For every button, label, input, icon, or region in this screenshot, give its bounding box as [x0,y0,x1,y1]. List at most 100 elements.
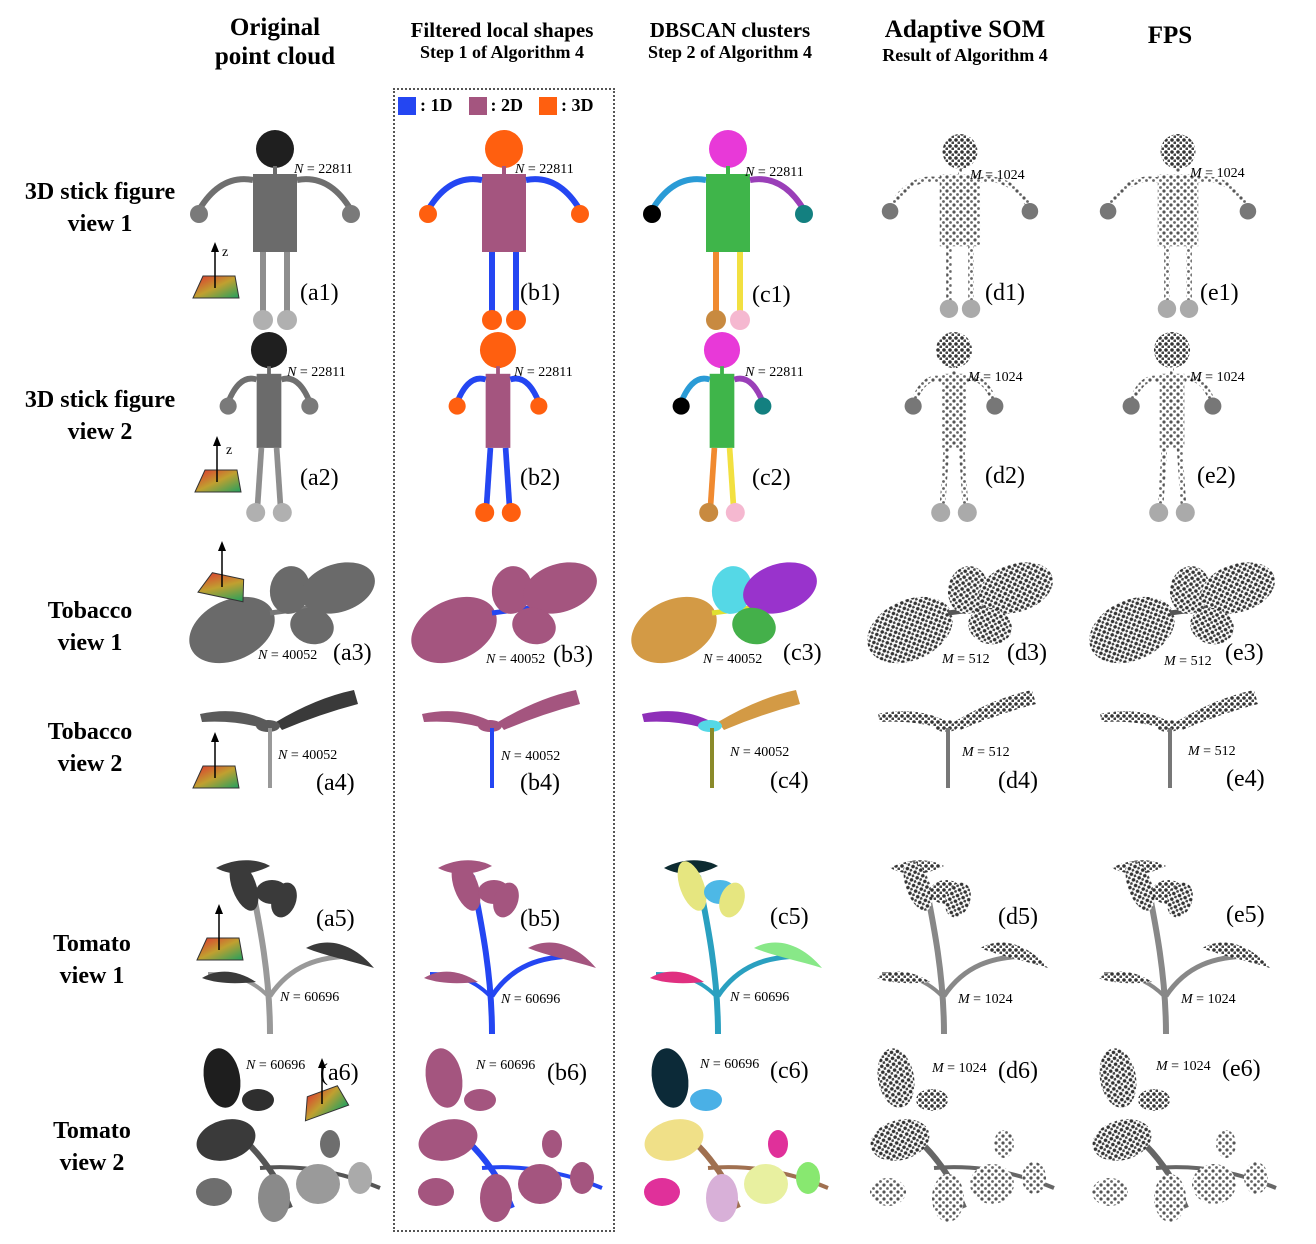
left-hand [672,397,690,415]
column-title: FPS [1147,22,1193,49]
z-axis-arrow [213,436,221,446]
row-label-line2: view 2 [67,419,133,445]
neck [1176,167,1180,177]
lower-right-leaf [296,1164,340,1204]
point-count-b1: N = 22811 [515,162,574,178]
right-foot [272,503,292,522]
torso [256,373,282,448]
count-variable: M [962,745,974,760]
panel-tag-d6: (d6) [998,1058,1038,1084]
upper-leaf-right [719,882,745,918]
legend-swatch-2d [468,96,487,115]
right-hand [986,397,1004,415]
mid-leaf [644,1119,704,1161]
left-hand [448,397,466,415]
lower-right-leaf [518,1164,562,1204]
torso [939,174,981,247]
left-arm [887,176,941,210]
sample-count-d2: M = 1024 [968,370,1023,386]
far-right-leaf [348,1162,372,1194]
count-variable: M [942,652,954,667]
neck [496,366,500,376]
panel-tag-d1: (d1) [985,280,1025,306]
right-leaf [1201,562,1275,614]
center-leaf [934,720,958,732]
lower-left-leaf [870,1178,906,1206]
legend-label-1d: : 1D [420,95,453,115]
lower-leaf [1190,607,1234,645]
legend-label-3d: : 3D [561,95,594,115]
right-leg [273,447,284,506]
column-title-line2: point cloud [214,42,336,70]
tomato-view1 [1098,860,1270,1035]
count-value: = 1024 [1192,992,1236,1007]
torso [941,373,967,448]
sample-count-d6: M = 1024 [932,1061,987,1077]
right-hand [1239,203,1257,220]
right-leaf [1202,942,1270,968]
right-leaf [523,562,597,614]
column-header-fps: FPS [1110,22,1230,51]
right-hand [1021,203,1039,220]
point-count-b2: N = 22811 [514,365,573,381]
z-axis-arrow [211,242,219,252]
far-right-leaf [570,1162,594,1194]
mid-leaf [870,1119,930,1161]
lower-leaf [968,607,1012,645]
sample-count-d4: M = 512 [962,745,1010,761]
row-label-line2: view 2 [57,751,123,777]
right-arm [1197,176,1251,210]
count-value: = 40052 [712,652,763,667]
tobacco-view2 [200,690,358,788]
right-leaf [528,942,596,968]
panel-tag-c5: (c5) [770,904,809,930]
left-foot [253,310,273,330]
left-leaf [200,711,266,728]
head [1160,134,1196,169]
count-variable: N [515,162,525,177]
panel-tag-d4: (d4) [998,768,1038,794]
sample-count-d3: M = 512 [942,652,990,668]
left-foot [939,299,959,318]
legend-swatch-3d [539,96,557,115]
row-label-stick-view2: 3D stick figure view 2 [0,384,200,448]
lower-right-leaf [970,1164,1014,1204]
left-leaf [876,971,930,984]
row-label-tomato-view2: Tomato view 2 [0,1115,192,1179]
panel-tag-a1: (a1) [300,280,339,306]
legend-label-2d: : 2D [490,95,524,115]
upper-leaf-left [451,861,481,911]
panel-tag-c2: (c2) [752,465,791,491]
left-hand [190,205,208,223]
left-leaf [650,971,704,984]
column-subtitle: Step 1 of Algorithm 4 [420,42,584,63]
row-label-line2: view 2 [59,1150,125,1176]
upper-leaf-left [677,861,707,911]
tobacco-view2 [878,690,1036,788]
z-axis-arrow [215,904,223,914]
z-axis-arrow [218,541,226,551]
panel-tag-b4: (b4) [520,770,560,796]
stick-figure [448,332,548,522]
right-branch [941,953,1031,998]
point-count-a5: N = 60696 [280,990,339,1006]
count-value: = 1024 [1201,166,1245,181]
count-variable: M [1190,370,1202,385]
column-title: DBSCAN clusters [649,18,811,42]
torso [709,373,735,448]
point-count-c2: N = 22811 [745,365,804,381]
count-variable: N [501,749,511,764]
panel-tag-e5: (e5) [1226,902,1265,928]
count-variable: N [700,1057,710,1072]
point-count-c1: N = 22811 [745,165,804,181]
head [256,130,294,168]
count-value: = 22811 [754,365,804,380]
count-variable: N [476,1058,486,1073]
panel-tag-d5: (d5) [998,904,1038,930]
panel-tag-a3: (a3) [333,640,372,666]
count-value: = 1024 [1201,370,1245,385]
left-hand [419,205,437,223]
count-value: = 512 [973,745,1010,760]
column-header-dbscan: DBSCAN clusters Step 2 of Algorithm 4 [620,18,840,63]
right-hand [530,397,548,415]
